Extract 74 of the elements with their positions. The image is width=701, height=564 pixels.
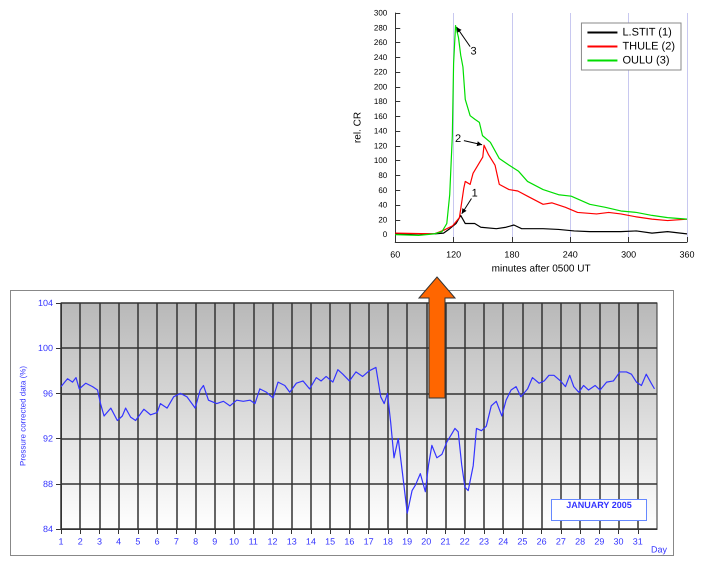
x-tick-label: 30 — [614, 536, 624, 546]
x-tick-label: 17 — [364, 536, 374, 546]
y-tick-label: 100 — [374, 156, 388, 166]
y-tick-label: 160 — [374, 112, 388, 121]
x-tick-label: 2 — [78, 536, 83, 546]
x-tick-label: 10 — [229, 536, 240, 546]
x-tick-label: 300 — [621, 250, 636, 260]
y-tick-label: 120 — [374, 141, 388, 150]
y-tick-label: 200 — [374, 82, 388, 92]
y-tick-label: 100 — [38, 343, 53, 354]
x-tick-label: 360 — [679, 250, 695, 260]
x-tick-label: 5 — [135, 536, 140, 546]
y-tick-label: 180 — [374, 97, 388, 106]
x-tick-label: 19 — [402, 536, 412, 546]
y-tick-label: 260 — [374, 38, 388, 48]
x-tick-label: 8 — [193, 536, 198, 546]
x-tick-label: 12 — [267, 536, 278, 546]
x-tick-label: 31 — [632, 536, 643, 546]
x-tick-label: 27 — [556, 536, 566, 546]
y-tick-label: 220 — [374, 68, 388, 77]
y-axis-title: Pressure corrected data (%) — [18, 366, 28, 466]
x-tick-label: 4 — [116, 536, 122, 546]
annotation: 1 — [472, 187, 478, 200]
y-tick-label: 40 — [378, 200, 388, 210]
y-tick-label: 20 — [378, 215, 388, 224]
x-axis-title: minutes after 0500 UT — [492, 264, 591, 274]
x-tick-label: 13 — [286, 536, 297, 546]
x-tick-label: 180 — [504, 250, 520, 260]
y-axis-title: rel. CR — [352, 112, 364, 144]
x-tick-label: 7 — [174, 536, 179, 546]
x-axis-title: Day — [651, 544, 668, 554]
legend-label: THULE (2) — [622, 40, 675, 52]
x-tick-label: 6 — [154, 536, 160, 546]
x-tick-label: 18 — [382, 536, 393, 546]
x-tick-label: 1 — [58, 536, 64, 546]
y-tick-label: 60 — [378, 186, 388, 195]
x-tick-label: 15 — [325, 536, 336, 546]
annotation: 2 — [454, 133, 462, 146]
y-tick-label: 88 — [42, 478, 53, 489]
x-tick-label: 21 — [440, 536, 451, 546]
y-tick-label: 240 — [374, 52, 388, 62]
x-tick-label: 23 — [478, 536, 489, 546]
x-tick-label: 29 — [594, 536, 604, 546]
y-tick-label: 0 — [382, 230, 388, 240]
x-tick-label: 120 — [446, 250, 462, 260]
y-tick-label: 280 — [374, 23, 388, 32]
x-tick-label: 240 — [562, 250, 578, 260]
caption-frame: JANUARY 2005 — [551, 499, 647, 521]
y-tick-label: 300 — [374, 8, 388, 18]
x-tick-label: 3 — [96, 536, 102, 546]
x-tick-label: 9 — [212, 536, 218, 546]
x-tick-label: 11 — [248, 536, 258, 546]
x-tick-label: 60 — [390, 250, 400, 260]
x-tick-label: 28 — [575, 536, 586, 546]
y-tick-label: 84 — [42, 524, 53, 534]
x-tick-label: 26 — [536, 536, 547, 546]
annotation: JANUARY 2005 — [566, 500, 632, 510]
line-series — [394, 214, 688, 234]
y-tick-label: 96 — [42, 388, 53, 398]
legend-label: L.STIT (1) — [622, 26, 672, 38]
legend-label: OULU (3) — [622, 54, 670, 66]
y-tick-label: 92 — [42, 434, 53, 444]
y-tick-label: 140 — [374, 126, 388, 136]
x-tick-label: 22 — [460, 536, 470, 546]
y-tick-label: 80 — [378, 171, 388, 180]
x-tick-label: 25 — [517, 536, 528, 546]
x-tick-label: 16 — [344, 536, 354, 546]
line-series — [394, 144, 688, 234]
line-series — [394, 24, 688, 236]
x-tick-label: 20 — [421, 536, 432, 546]
y-tick-label: 104 — [38, 298, 53, 308]
x-tick-label: 24 — [498, 536, 508, 546]
x-tick-label: 14 — [306, 536, 316, 546]
annotation: 3 — [470, 46, 477, 58]
